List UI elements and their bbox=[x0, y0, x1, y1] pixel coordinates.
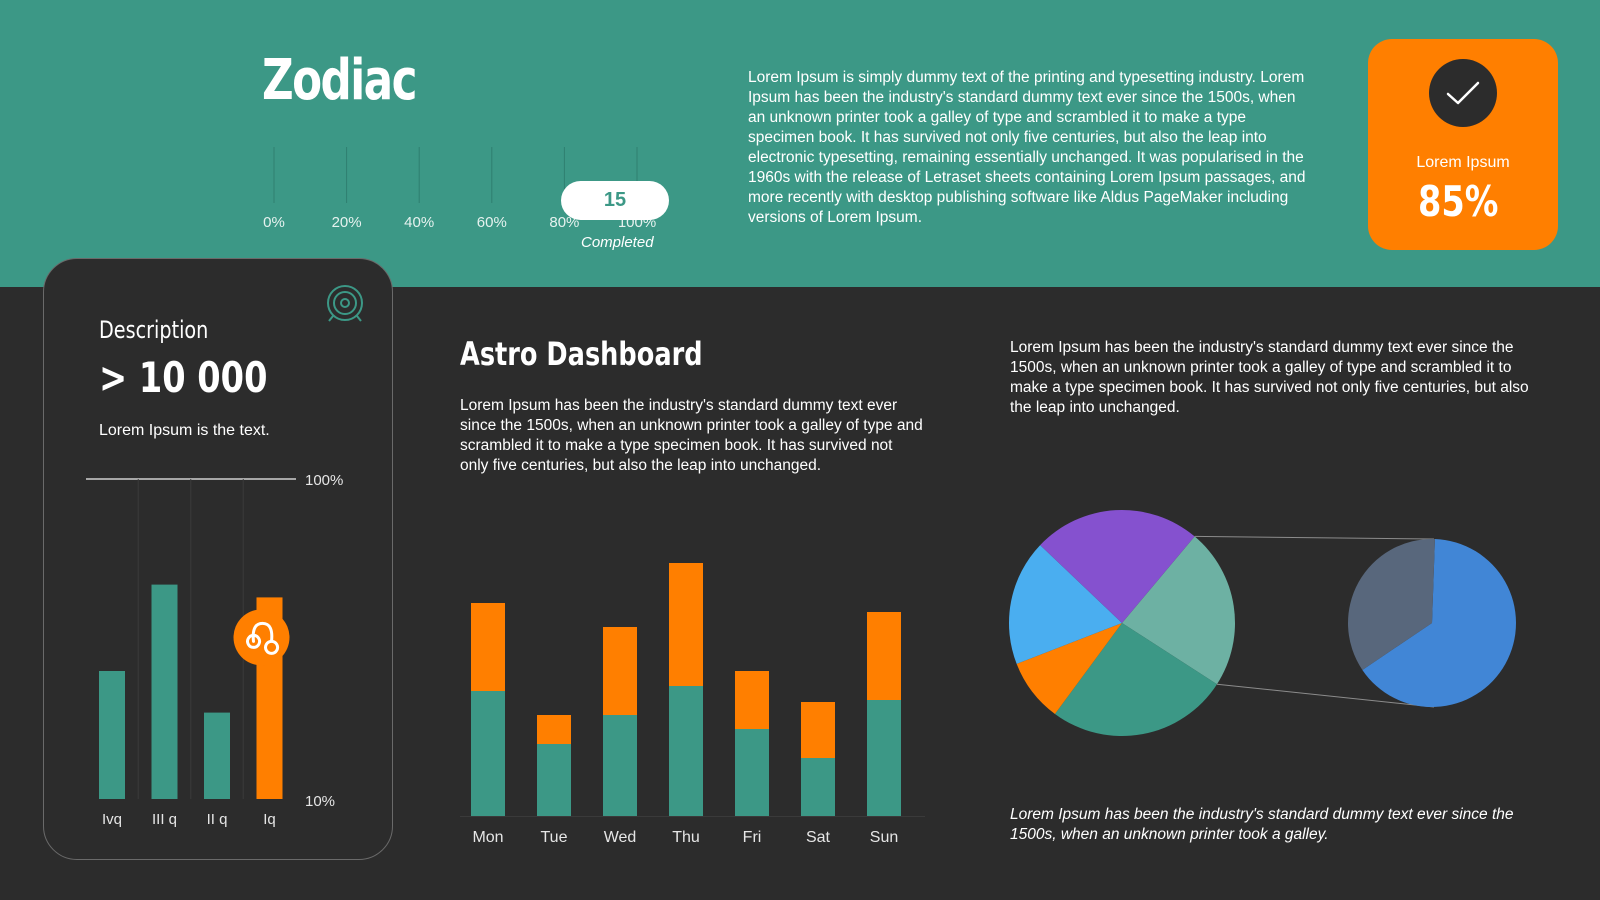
weekly-bar-top bbox=[801, 702, 835, 758]
pie-charts bbox=[1009, 510, 1516, 736]
right-caption: Lorem Ipsum has been the industry's stan… bbox=[1010, 806, 1514, 843]
badge-value: 85% bbox=[1418, 177, 1499, 226]
quarter-category-label: II q bbox=[207, 811, 228, 828]
progress-tick-label: 40% bbox=[404, 214, 434, 231]
weekly-chart: Mon Tue Wed Thu Fri Sat Sun bbox=[460, 563, 925, 846]
quarter-tick-label: 100% bbox=[305, 472, 343, 489]
page-title: Zodiac bbox=[262, 48, 417, 113]
weekly-bar-top bbox=[471, 603, 505, 691]
quarter-bar bbox=[151, 584, 178, 799]
weekly-bar-top bbox=[603, 627, 637, 715]
quarter-bar bbox=[99, 671, 125, 799]
main-pie-slice bbox=[1122, 536, 1235, 685]
header-paragraph: Lorem Ipsum is simply dummy text of the … bbox=[748, 69, 1306, 226]
main-pie-slice bbox=[1040, 510, 1195, 623]
weekly-category-label: Thu bbox=[672, 829, 700, 846]
check-icon bbox=[1429, 59, 1497, 127]
weekly-bar-base bbox=[735, 729, 769, 816]
weekly-bar-top bbox=[537, 715, 571, 744]
description-card: Description > 10 000 Lorem Ipsum is the … bbox=[43, 258, 393, 860]
dashboard-paragraph: Lorem Ipsum has been the industry's stan… bbox=[460, 397, 923, 474]
weekly-bar-base bbox=[669, 686, 703, 816]
leo-icon bbox=[233, 609, 290, 666]
detail-pie-slice bbox=[1348, 539, 1435, 670]
badge-label: Lorem Ipsum bbox=[1416, 154, 1510, 171]
detail-pie-slice bbox=[1362, 539, 1516, 707]
weekly-bar-top bbox=[669, 563, 703, 686]
card-value: > 10 000 bbox=[99, 353, 268, 402]
main-pie-slice bbox=[1054, 623, 1217, 736]
weekly-bar-base bbox=[801, 758, 835, 816]
quarter-bar bbox=[204, 712, 230, 799]
target-icon bbox=[324, 283, 366, 325]
weekly-bar-base bbox=[603, 715, 637, 816]
quarter-category-label: III q bbox=[152, 811, 177, 828]
progress-tick-label: 60% bbox=[477, 214, 507, 231]
weekly-bar-base bbox=[537, 744, 571, 816]
header-band bbox=[0, 0, 1600, 287]
right-paragraph: Lorem Ipsum has been the industry's stan… bbox=[1010, 339, 1529, 416]
weekly-bar-base bbox=[867, 700, 901, 816]
quarter-category-label: Ivq bbox=[102, 811, 122, 828]
weekly-category-label: Wed bbox=[604, 829, 637, 846]
weekly-category-label: Sat bbox=[806, 829, 831, 846]
progress-tick-label: 20% bbox=[332, 214, 362, 231]
card-text: Lorem Ipsum is the text. bbox=[99, 422, 270, 439]
completion-badge: Lorem Ipsum 85% bbox=[1368, 39, 1558, 250]
weekly-bar-top bbox=[867, 612, 901, 700]
quarter-category-label: Iq bbox=[263, 811, 276, 828]
pie-connector-line bbox=[1216, 683, 1435, 708]
progress-value-pill: 15 bbox=[561, 181, 669, 220]
progress-caption: Completed bbox=[581, 234, 654, 251]
progress-tick-label: 0% bbox=[263, 214, 285, 231]
weekly-category-label: Sun bbox=[870, 829, 898, 846]
weekly-category-label: Fri bbox=[743, 829, 762, 846]
card-heading: Description bbox=[99, 316, 209, 344]
dashboard-title: Astro Dashboard bbox=[460, 335, 703, 373]
quarter-tick-label: 10% bbox=[305, 793, 335, 810]
weekly-bar-base bbox=[471, 691, 505, 816]
weekly-bar-top bbox=[735, 671, 769, 729]
quarter-chart: 100% 10% Ivq III q II q Iq bbox=[86, 472, 343, 828]
weekly-category-label: Tue bbox=[541, 829, 568, 846]
main-pie-slice bbox=[1009, 545, 1122, 664]
main-pie-slice bbox=[1016, 623, 1122, 714]
pie-connector-line bbox=[1194, 535, 1435, 540]
weekly-category-label: Mon bbox=[472, 829, 503, 846]
